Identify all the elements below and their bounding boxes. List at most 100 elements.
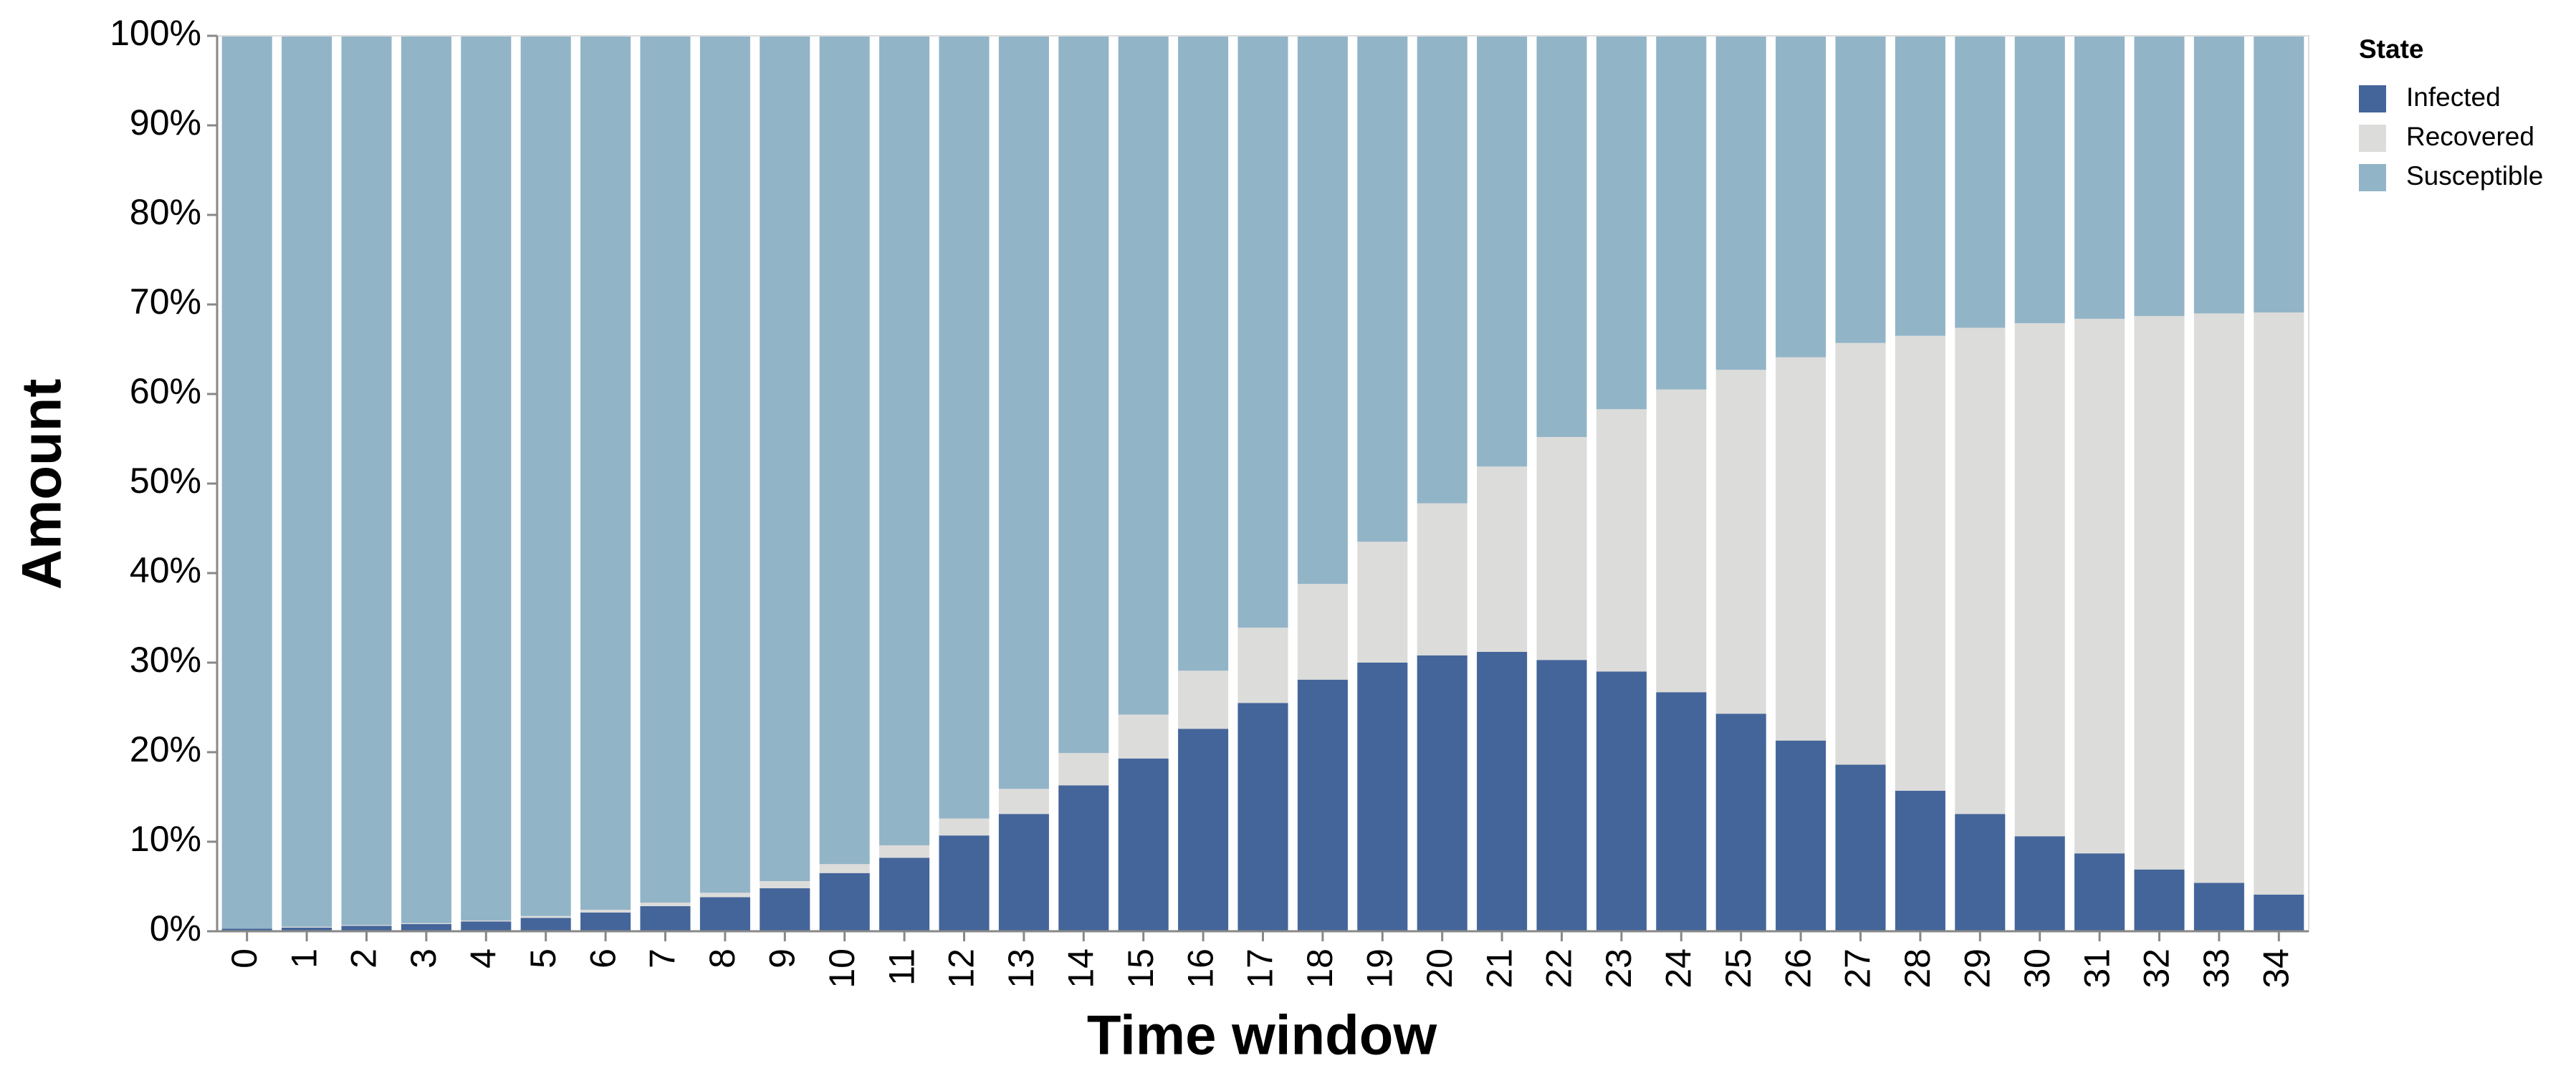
- bar-segment: [1596, 671, 1647, 931]
- x-tick-label: 3: [403, 948, 444, 969]
- bar-segment: [1536, 660, 1587, 931]
- bar-segment: [879, 845, 930, 858]
- bar-segment: [1417, 655, 1467, 931]
- bar-segment: [760, 888, 810, 931]
- bar-segment: [461, 921, 512, 931]
- bar-segment: [2193, 36, 2244, 314]
- bar-segment: [2014, 836, 2065, 931]
- bar-segment: [1536, 36, 1587, 437]
- bar-segment: [461, 36, 512, 921]
- bar-segment: [1715, 370, 1766, 714]
- bar-segment: [1895, 36, 1945, 336]
- bar-segment: [2134, 316, 2185, 870]
- bar-segment: [699, 36, 750, 893]
- bar-segment: [640, 906, 691, 931]
- bar-segment: [341, 926, 392, 931]
- x-axis-title: Time window: [1087, 1004, 1437, 1067]
- x-tick-label: 10: [822, 948, 862, 989]
- bar-segment: [1417, 503, 1467, 655]
- bar-segment: [1715, 713, 1766, 931]
- x-tick-label: 2: [344, 948, 384, 969]
- bar-segment: [1835, 764, 1886, 931]
- y-tick-label: 60%: [130, 371, 201, 411]
- bar-segment: [1477, 652, 1528, 931]
- bar-segment: [520, 918, 571, 931]
- bar-segment: [520, 36, 571, 916]
- bar-segment: [1237, 36, 1288, 628]
- bar-segment: [2014, 36, 2065, 324]
- plot-area: [221, 36, 2304, 931]
- x-tick-label: 31: [2077, 948, 2117, 989]
- x-tick-label: 11: [881, 948, 921, 986]
- bar-segment: [1297, 584, 1348, 680]
- x-tick-label: 1: [284, 948, 324, 969]
- bar-segment: [1417, 36, 1467, 504]
- bar-segment: [1776, 36, 1826, 357]
- x-tick-label: 28: [1897, 948, 1938, 989]
- bar-segment: [2014, 323, 2065, 837]
- bar-segment: [998, 36, 1049, 789]
- bar-segment: [1178, 671, 1229, 729]
- y-axis-title: Amount: [10, 379, 73, 590]
- x-tick-label: 27: [1838, 948, 1878, 989]
- bar-segment: [1955, 36, 2006, 328]
- x-tick-label: 12: [942, 948, 982, 989]
- x-tick-label: 19: [1360, 948, 1400, 989]
- bar-segment: [699, 897, 750, 931]
- x-tick-label: 7: [643, 948, 683, 969]
- x-tick-label: 14: [1061, 948, 1101, 989]
- y-tick-label: 30%: [130, 640, 201, 680]
- bar-segment: [1237, 703, 1288, 931]
- x-tick-label: 25: [1718, 948, 1758, 989]
- x-tick-label: 5: [523, 948, 563, 969]
- x-tick-label: 17: [1240, 948, 1280, 989]
- bar-segment: [221, 928, 272, 931]
- bar-segment: [640, 903, 691, 906]
- bar-segment: [998, 814, 1049, 931]
- bar-segment: [1895, 335, 1945, 791]
- bar-segment: [2193, 883, 2244, 931]
- bar-segment: [1118, 758, 1169, 931]
- y-tick-label: 70%: [130, 282, 201, 322]
- bar-segment: [2134, 869, 2185, 931]
- legend-swatch: [2359, 85, 2386, 112]
- bar-segment: [2074, 853, 2125, 931]
- bar-segment: [819, 36, 870, 865]
- bar-segment: [1596, 409, 1647, 672]
- bar-segment: [1357, 36, 1408, 542]
- bar-segment: [1656, 36, 1707, 390]
- x-tick-label: 26: [1778, 948, 1818, 989]
- bar-segment: [341, 36, 392, 926]
- y-tick-label: 50%: [130, 461, 201, 501]
- bar-segment: [520, 916, 571, 918]
- x-tick-label: 24: [1659, 948, 1699, 989]
- bar-segment: [1297, 36, 1348, 584]
- y-tick-label: 10%: [130, 819, 201, 859]
- bar-segment: [819, 873, 870, 931]
- x-tick-label: 29: [1958, 948, 1998, 989]
- bar-segment: [1477, 466, 1528, 652]
- bar-segment: [1835, 36, 1886, 343]
- bar-segment: [1058, 36, 1109, 754]
- bar-segment: [341, 925, 392, 926]
- x-tick-label: 6: [583, 948, 623, 969]
- bar-segment: [939, 835, 990, 931]
- x-tick-label: 18: [1300, 948, 1340, 989]
- bar-segment: [2134, 36, 2185, 317]
- bar-segment: [580, 36, 631, 910]
- bar-segment: [2254, 36, 2304, 313]
- y-tick-label: 100%: [110, 13, 201, 53]
- bar-segment: [1536, 437, 1587, 660]
- x-tick-label: 15: [1121, 948, 1161, 989]
- legend-title: State: [2359, 34, 2423, 64]
- bar-segment: [1835, 342, 1886, 765]
- bar-segment: [221, 36, 272, 929]
- bar-segment: [1178, 36, 1229, 671]
- bar-segment: [760, 881, 810, 888]
- x-tick-label: 9: [762, 948, 803, 969]
- bar-segment: [1118, 36, 1169, 715]
- y-tick-label: 80%: [130, 192, 201, 232]
- bar-segment: [401, 924, 451, 931]
- x-tick-label: 4: [464, 948, 504, 969]
